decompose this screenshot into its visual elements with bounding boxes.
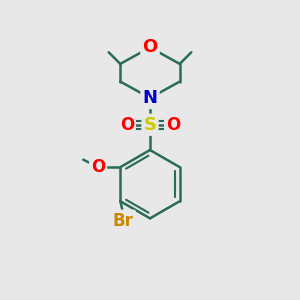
Text: Br: Br	[113, 212, 134, 230]
Text: S: S	[143, 116, 157, 134]
Text: N: N	[142, 89, 158, 107]
Text: O: O	[91, 158, 105, 176]
Text: O: O	[120, 116, 134, 134]
Text: O: O	[166, 116, 180, 134]
Text: O: O	[142, 38, 158, 56]
